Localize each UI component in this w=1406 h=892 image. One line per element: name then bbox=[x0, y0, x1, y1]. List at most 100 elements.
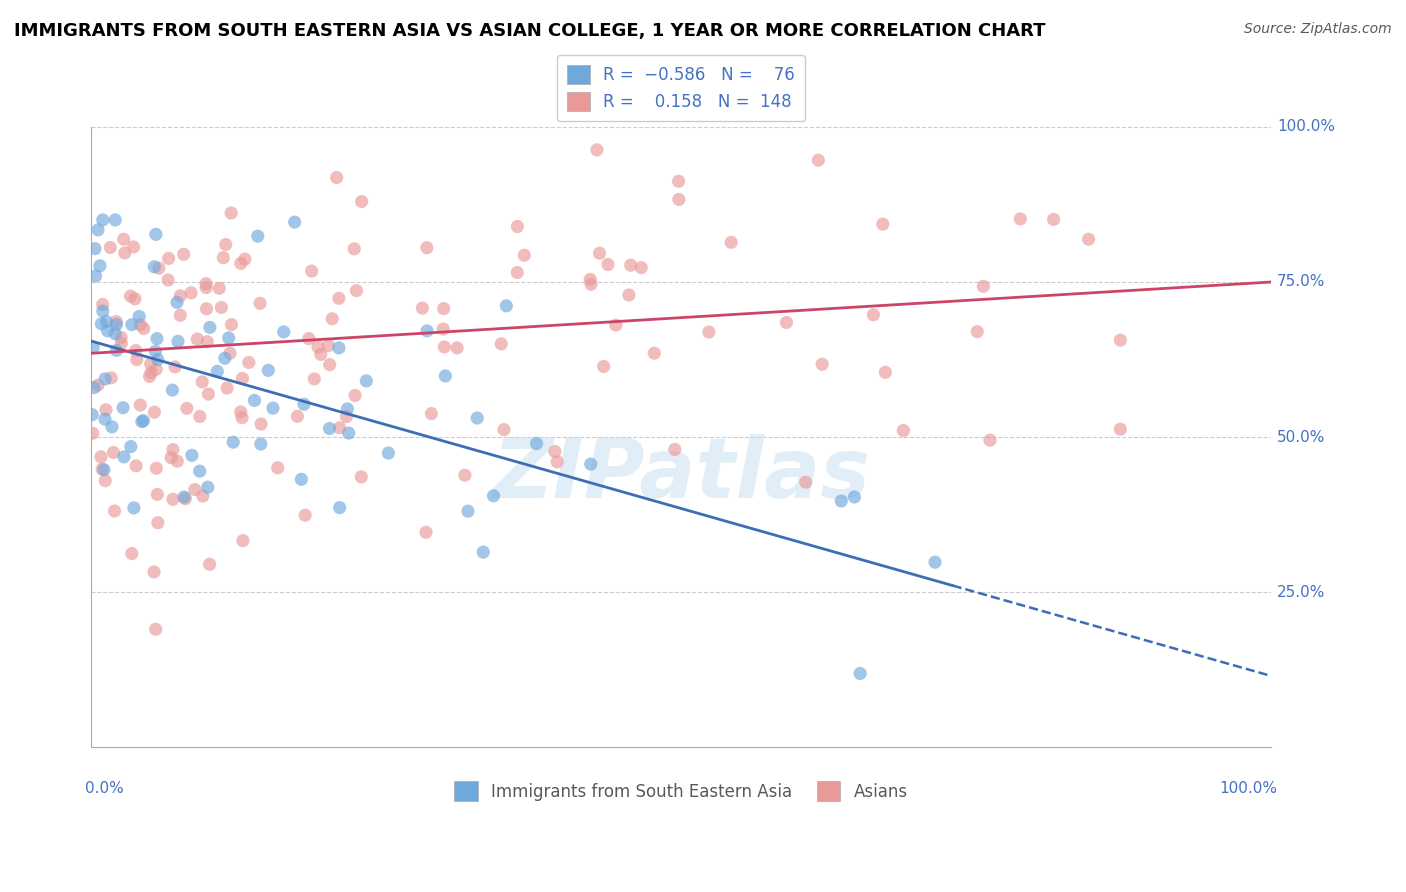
Point bbox=[416, 324, 439, 338]
Point bbox=[191, 489, 214, 503]
Point bbox=[267, 460, 290, 475]
Point bbox=[617, 288, 640, 302]
Point bbox=[844, 490, 866, 504]
Point bbox=[292, 397, 315, 411]
Point bbox=[586, 143, 609, 157]
Point bbox=[219, 206, 242, 220]
Point bbox=[489, 337, 512, 351]
Point bbox=[82, 341, 104, 355]
Point bbox=[174, 491, 197, 506]
Point bbox=[328, 341, 350, 355]
Point bbox=[301, 264, 323, 278]
Point bbox=[125, 458, 148, 473]
Point bbox=[257, 363, 280, 377]
Point bbox=[173, 490, 195, 504]
Point bbox=[160, 450, 183, 465]
Point bbox=[579, 277, 602, 292]
Point bbox=[720, 235, 742, 250]
Point bbox=[104, 326, 127, 341]
Point bbox=[233, 252, 256, 267]
Point bbox=[830, 494, 852, 508]
Point bbox=[162, 442, 184, 457]
Point bbox=[811, 357, 834, 371]
Point bbox=[94, 412, 117, 426]
Point bbox=[513, 248, 536, 262]
Point bbox=[148, 261, 170, 276]
Point bbox=[103, 504, 125, 518]
Point bbox=[329, 420, 352, 434]
Point bbox=[318, 358, 340, 372]
Point bbox=[87, 223, 110, 237]
Point bbox=[188, 464, 211, 478]
Point bbox=[664, 442, 686, 457]
Point bbox=[579, 457, 602, 471]
Point bbox=[169, 308, 191, 322]
Point bbox=[138, 369, 160, 384]
Point bbox=[143, 565, 166, 579]
Point bbox=[972, 279, 994, 293]
Point bbox=[668, 193, 690, 207]
Point bbox=[318, 339, 340, 353]
Point bbox=[290, 472, 312, 486]
Point bbox=[128, 310, 150, 324]
Text: IMMIGRANTS FROM SOUTH EASTERN ASIA VS ASIAN COLLEGE, 1 YEAR OR MORE CORRELATION : IMMIGRANTS FROM SOUTH EASTERN ASIA VS AS… bbox=[14, 22, 1046, 40]
Point bbox=[1077, 232, 1099, 246]
Point bbox=[145, 362, 167, 376]
Point bbox=[129, 398, 152, 412]
Point bbox=[145, 227, 167, 242]
Point bbox=[329, 500, 352, 515]
Point bbox=[229, 256, 252, 270]
Point bbox=[506, 219, 529, 234]
Point bbox=[143, 260, 166, 274]
Point bbox=[82, 408, 104, 422]
Text: 100.0%: 100.0% bbox=[1219, 781, 1277, 797]
Point bbox=[875, 365, 897, 379]
Point bbox=[112, 450, 135, 464]
Point bbox=[337, 426, 360, 441]
Point bbox=[304, 372, 326, 386]
Point bbox=[526, 436, 548, 450]
Point bbox=[96, 314, 118, 328]
Point bbox=[344, 284, 367, 298]
Point bbox=[207, 364, 229, 378]
Point bbox=[284, 215, 307, 229]
Point bbox=[238, 355, 260, 369]
Point bbox=[186, 332, 208, 346]
Point bbox=[197, 480, 219, 494]
Point bbox=[103, 445, 125, 459]
Point bbox=[377, 446, 399, 460]
Point bbox=[162, 383, 184, 397]
Point bbox=[862, 308, 884, 322]
Point bbox=[89, 259, 111, 273]
Point bbox=[335, 409, 357, 424]
Point bbox=[454, 468, 477, 483]
Point bbox=[420, 407, 443, 421]
Text: ZIPatlas: ZIPatlas bbox=[492, 434, 870, 515]
Text: Source: ZipAtlas.com: Source: ZipAtlas.com bbox=[1244, 22, 1392, 37]
Point bbox=[195, 280, 218, 294]
Point bbox=[146, 487, 169, 501]
Point bbox=[446, 341, 468, 355]
Point bbox=[294, 508, 316, 523]
Point bbox=[588, 246, 610, 260]
Point bbox=[166, 295, 188, 310]
Point bbox=[336, 401, 359, 416]
Point bbox=[350, 194, 373, 209]
Point bbox=[165, 359, 187, 374]
Point bbox=[309, 347, 332, 361]
Legend: Immigrants from South Eastern Asia, Asians: Immigrants from South Eastern Asia, Asia… bbox=[447, 774, 914, 807]
Point bbox=[492, 423, 515, 437]
Point bbox=[208, 281, 231, 295]
Point bbox=[195, 301, 218, 316]
Point bbox=[132, 414, 155, 428]
Text: 25.0%: 25.0% bbox=[1277, 585, 1326, 599]
Point bbox=[215, 237, 238, 252]
Point bbox=[328, 291, 350, 305]
Point bbox=[94, 474, 117, 488]
Point bbox=[273, 325, 295, 339]
Point bbox=[131, 415, 153, 429]
Point bbox=[262, 401, 284, 416]
Point bbox=[114, 246, 136, 260]
Point bbox=[243, 393, 266, 408]
Point bbox=[145, 344, 167, 359]
